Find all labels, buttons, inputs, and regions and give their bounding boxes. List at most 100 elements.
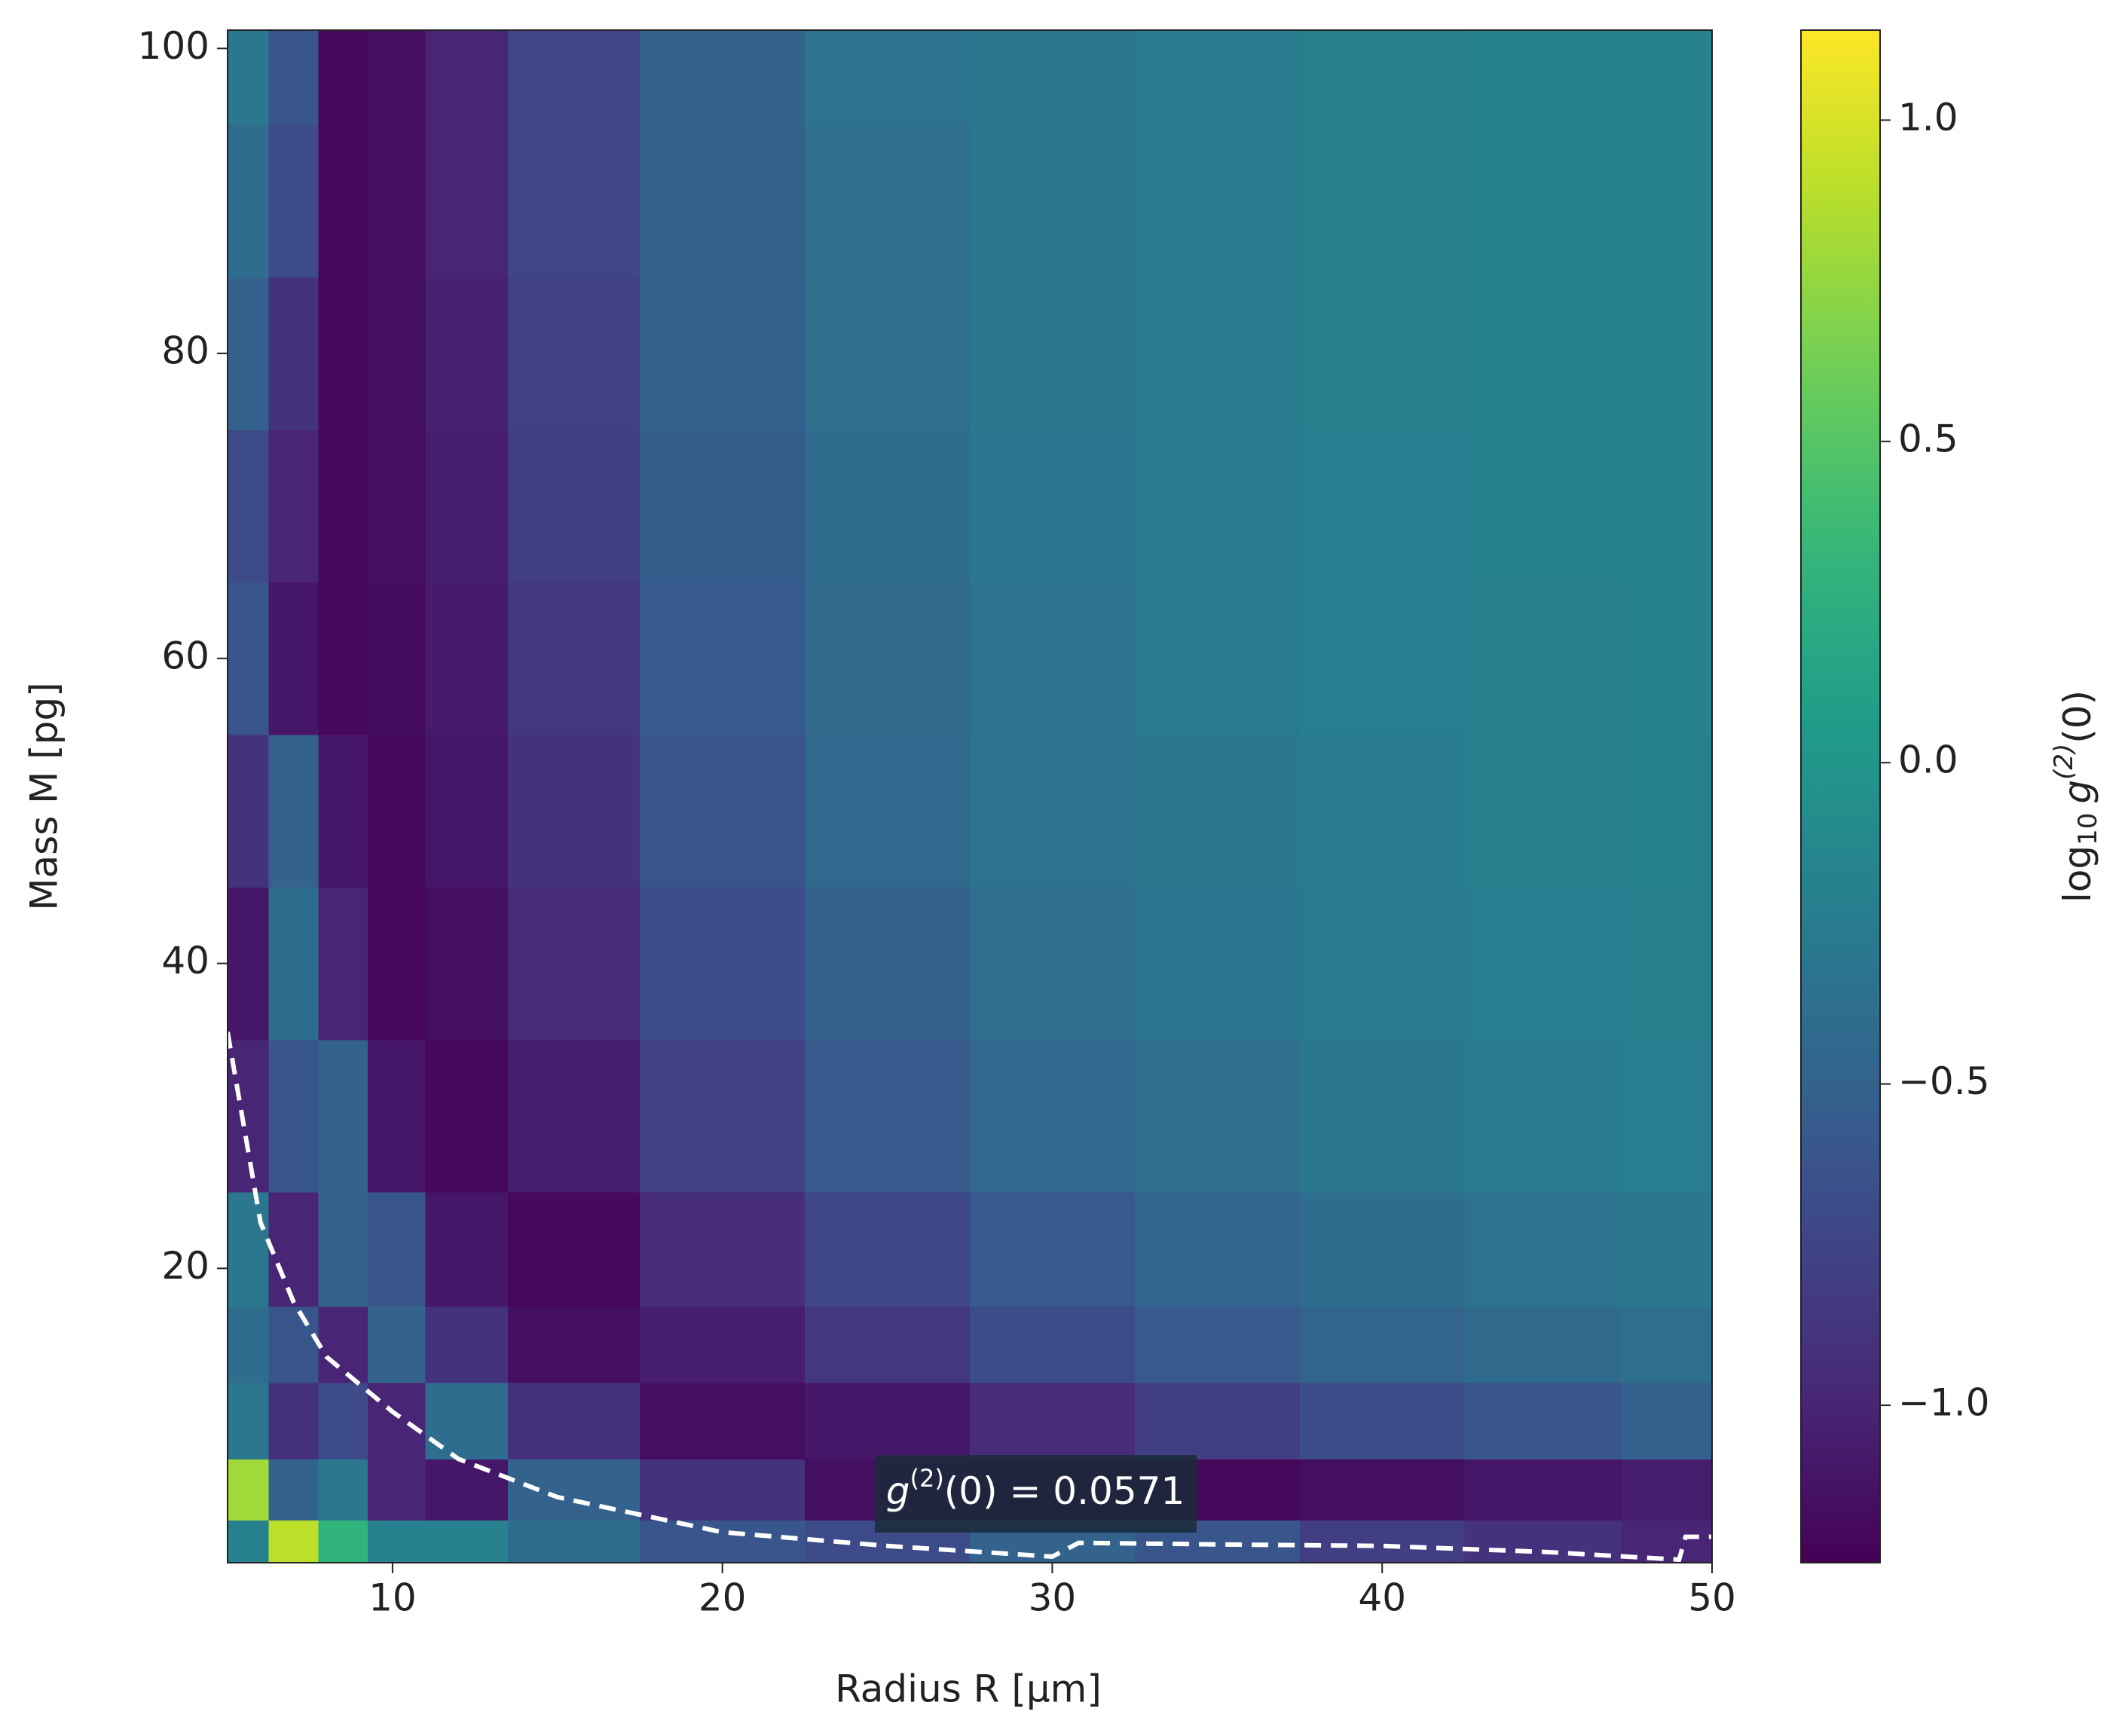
annotation-box bbox=[875, 1455, 1197, 1533]
y-tick-label: 40 bbox=[161, 939, 209, 983]
heatmap-cell bbox=[1299, 582, 1466, 735]
heatmap-cell bbox=[805, 1306, 971, 1383]
heatmap-cell bbox=[508, 1306, 641, 1383]
heatmap-cell bbox=[268, 1192, 319, 1307]
heatmap-cell bbox=[970, 1039, 1136, 1193]
heatmap-cell bbox=[1299, 124, 1466, 278]
heatmap-cell bbox=[970, 429, 1136, 583]
heatmap-cell bbox=[805, 1383, 971, 1459]
heatmap-cell bbox=[640, 887, 806, 1041]
heatmap-cell bbox=[1299, 429, 1466, 583]
heatmap-cell bbox=[368, 735, 427, 888]
annotation-text: g(2)(0) = 0.0571 bbox=[886, 1464, 1185, 1513]
heatmap-cell bbox=[1621, 1192, 1712, 1307]
heatmap-cell bbox=[228, 1459, 270, 1521]
label-part: g bbox=[2056, 780, 2099, 804]
x-tick-label: 30 bbox=[1029, 1576, 1077, 1620]
heatmap-cell bbox=[1621, 1306, 1712, 1383]
heatmap-cell bbox=[640, 1192, 806, 1307]
annotation-part: g bbox=[886, 1469, 910, 1513]
heatmap-cell bbox=[318, 1192, 368, 1307]
heatmap-cell bbox=[318, 1520, 368, 1563]
heatmap-cell bbox=[1464, 1306, 1622, 1383]
heatmap-cell bbox=[228, 1192, 270, 1307]
heatmap-cell bbox=[425, 1039, 509, 1193]
heatmap-cell bbox=[368, 1459, 427, 1521]
annotation-part: (2) bbox=[910, 1464, 943, 1493]
heatmap-cell bbox=[805, 1192, 971, 1307]
heatmap-cell bbox=[1134, 1306, 1301, 1383]
colorbar-label: log10 g(2)(0) bbox=[2049, 690, 2103, 903]
heatmap-cell bbox=[970, 582, 1136, 735]
heatmap-cell bbox=[640, 1520, 806, 1563]
heatmap-cell bbox=[1464, 582, 1622, 735]
heatmap-cell bbox=[425, 582, 509, 735]
heatmap-cell bbox=[1464, 1459, 1622, 1521]
heatmap-cell bbox=[368, 1039, 427, 1193]
colorbar-tick-label: 0.0 bbox=[1898, 738, 1958, 782]
heatmap-cell bbox=[268, 1383, 319, 1459]
label-part: 10 bbox=[2073, 813, 2103, 845]
heatmap-cell bbox=[640, 124, 806, 278]
heatmap-cell bbox=[228, 124, 270, 278]
heatmap-cell bbox=[1464, 1192, 1622, 1307]
heatmap-cell bbox=[1464, 277, 1622, 430]
heatmap-cell bbox=[1299, 1306, 1466, 1383]
heatmap-cell bbox=[508, 1520, 641, 1563]
heatmap-cell bbox=[318, 735, 368, 888]
label-part: (0) bbox=[2056, 690, 2099, 744]
heatmap-cell bbox=[425, 1306, 509, 1383]
y-tick-label: 80 bbox=[161, 329, 209, 373]
colorbar bbox=[1800, 29, 1881, 1563]
heatmap-cell bbox=[268, 887, 319, 1041]
heatmap-cell bbox=[1464, 429, 1622, 583]
heatmap-cell bbox=[425, 1459, 509, 1521]
heatmap-cell bbox=[368, 582, 427, 735]
heatmap-cell bbox=[1621, 582, 1712, 735]
heatmap-cell bbox=[508, 1039, 641, 1193]
heatmap-cell bbox=[425, 277, 509, 430]
heatmap-cell bbox=[1134, 30, 1301, 125]
heatmap-cell bbox=[1621, 124, 1712, 278]
heatmap-cell bbox=[1134, 1192, 1301, 1307]
heatmap-cell bbox=[228, 429, 270, 583]
heatmap-cell bbox=[318, 1383, 368, 1459]
heatmap-cell bbox=[1134, 1383, 1301, 1459]
heatmap-cell bbox=[268, 429, 319, 583]
colorbar-tick-label: −1.0 bbox=[1898, 1381, 1989, 1425]
x-tick-label: 50 bbox=[1688, 1576, 1736, 1620]
heatmap-cell bbox=[508, 735, 641, 888]
heatmap-cell bbox=[425, 887, 509, 1041]
heatmap-cell bbox=[970, 1192, 1136, 1307]
heatmap-cell bbox=[425, 1520, 509, 1563]
heatmap-cell bbox=[1621, 735, 1712, 888]
x-tick-label: 10 bbox=[368, 1576, 417, 1620]
heatmap-cell bbox=[640, 1039, 806, 1193]
heatmap-cell bbox=[1134, 1039, 1301, 1193]
heatmap-cell bbox=[1299, 1383, 1466, 1459]
heatmap-cell bbox=[228, 1383, 270, 1459]
heatmap-cell bbox=[1464, 1383, 1622, 1459]
heatmap-cell bbox=[1464, 887, 1622, 1041]
heatmap-cell bbox=[318, 1459, 368, 1521]
heatmap-cell bbox=[508, 277, 641, 430]
heatmap-cell bbox=[1299, 1520, 1466, 1563]
heatmap-cell bbox=[268, 277, 319, 430]
heatmap-cell bbox=[1134, 582, 1301, 735]
heatmap-cell bbox=[228, 582, 270, 735]
heatmap-cell bbox=[368, 277, 427, 430]
heatmap-cell bbox=[228, 30, 270, 125]
heatmap-cell bbox=[640, 277, 806, 430]
heatmap-cell bbox=[1299, 1192, 1466, 1307]
x-tick-label: 20 bbox=[699, 1576, 747, 1620]
heatmap-cell bbox=[318, 887, 368, 1041]
colorbar-tick-label: 0.5 bbox=[1898, 417, 1958, 460]
plot-frame bbox=[227, 29, 1713, 1563]
heatmap-cell bbox=[1134, 277, 1301, 430]
heatmap-cell bbox=[1134, 429, 1301, 583]
annotation-part: (0) = 0.0571 bbox=[944, 1469, 1185, 1513]
contour-line bbox=[228, 1032, 1712, 1563]
heatmap-cell bbox=[1621, 887, 1712, 1041]
heatmap-cell bbox=[268, 735, 319, 888]
